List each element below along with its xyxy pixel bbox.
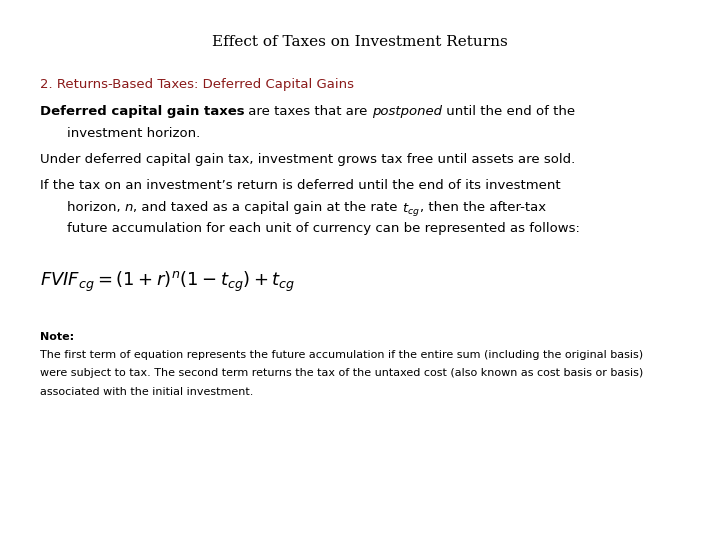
Text: Effect of Taxes on Investment Returns: Effect of Taxes on Investment Returns: [212, 35, 508, 49]
Text: $FVIF_{cg} = (1+r)^{n}(1-t_{cg})+t_{cg}$: $FVIF_{cg} = (1+r)^{n}(1-t_{cg})+t_{cg}$: [40, 270, 294, 294]
Text: future accumulation for each unit of currency can be represented as follows:: future accumulation for each unit of cur…: [67, 222, 580, 235]
Text: 2. Returns-Based Taxes: Deferred Capital Gains: 2. Returns-Based Taxes: Deferred Capital…: [40, 78, 354, 91]
Text: are taxes that are: are taxes that are: [244, 105, 372, 118]
Text: postponed: postponed: [372, 105, 442, 118]
Text: , then the after-tax: , then the after-tax: [420, 201, 546, 214]
Text: If the tax on an investment’s return is deferred until the end of its investment: If the tax on an investment’s return is …: [40, 179, 560, 192]
Text: Under deferred capital gain tax, investment grows tax free until assets are sold: Under deferred capital gain tax, investm…: [40, 153, 575, 166]
Text: investment horizon.: investment horizon.: [67, 127, 200, 140]
Text: Deferred capital gain taxes: Deferred capital gain taxes: [40, 105, 244, 118]
Text: associated with the initial investment.: associated with the initial investment.: [40, 387, 253, 397]
Text: The first term of equation represents the future accumulation if the entire sum : The first term of equation represents th…: [40, 350, 643, 360]
Text: horizon,: horizon,: [67, 201, 125, 214]
Text: $t_{cg}$: $t_{cg}$: [402, 201, 420, 218]
Text: Note:: Note:: [40, 332, 73, 342]
Text: n: n: [125, 201, 133, 214]
Text: were subject to tax. The second term returns the tax of the untaxed cost (also k: were subject to tax. The second term ret…: [40, 368, 643, 379]
Text: until the end of the: until the end of the: [442, 105, 575, 118]
Text: , and taxed as a capital gain at the rate: , and taxed as a capital gain at the rat…: [133, 201, 402, 214]
